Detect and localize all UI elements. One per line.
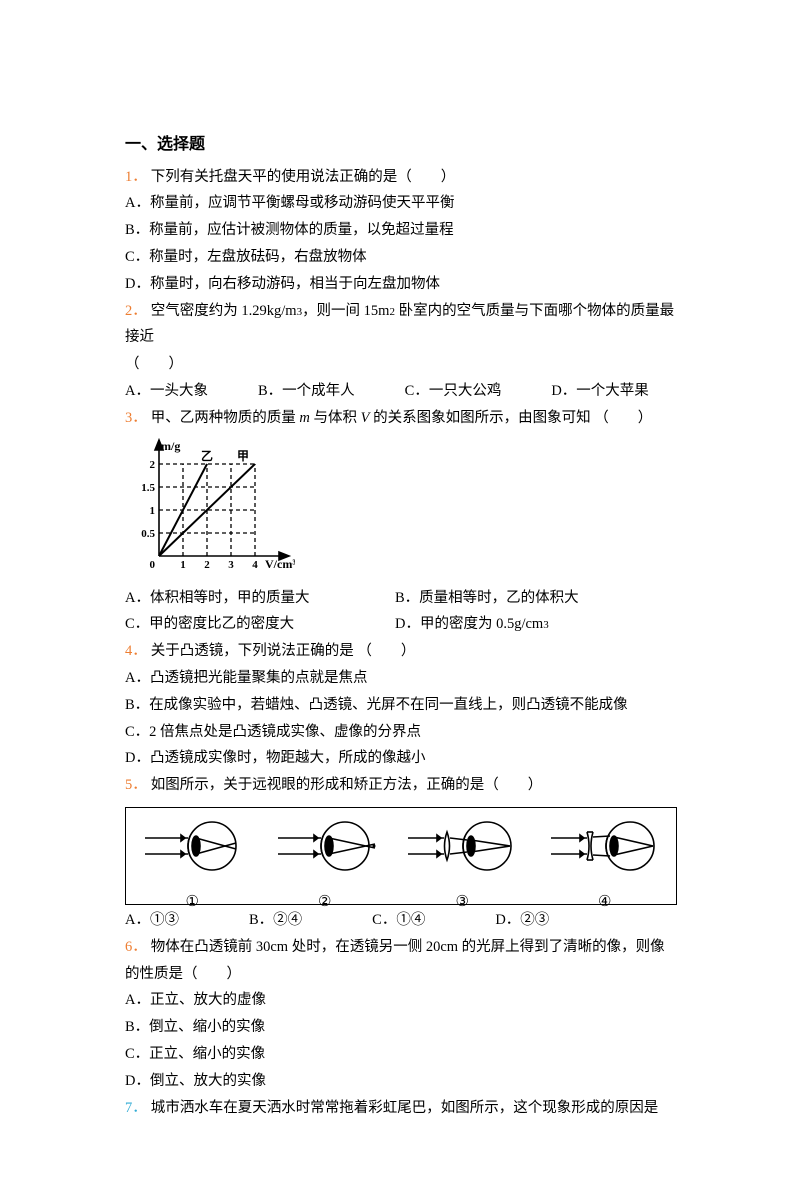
q2-optC: C．一只大公鸡 [405,378,502,405]
q4-optB: B．在成像实验中，若蜡烛、凸透镜、光屏不在同一直线上，则凸透镜不能成像 [125,692,678,719]
q5-optD: D．②③ [495,907,549,934]
q3-stem-b: 与体积 [310,410,361,426]
q1-optD: D．称量时，向右移动游码，相当于向左盘加物体 [125,271,678,298]
q7: 7．城市洒水车在夏天洒水时常常拖着彩虹尾巴，如图所示，这个现象形成的原因是 [125,1095,678,1122]
q3: 3．甲、乙两种物质的质量 m 与体积 V 的关系图象如图所示，由图象可知 （ ） [125,405,678,432]
q3-graph: 0 1 2 3 4 0.5 1 1.5 2 m/g V/cm³ 乙 甲 [125,438,678,583]
section-title: 一、选择题 [125,130,678,160]
q2: 2．空气密度约为 1.29kg/m3，则一间 15m2 卧室内的空气质量与下面哪… [125,298,678,352]
q2-optD: D．一个大苹果 [551,378,648,405]
q4-optC: C．2 倍焦点处是凸透镜成实像、虚像的分界点 [125,719,678,746]
eye-diagram-4: ④ [545,814,665,917]
q2-stem-d: （ ） [125,351,678,378]
q3-optD: D．甲的密度为 0.5g/cm3 [395,611,655,638]
q6-optA: A．正立、放大的虚像 [125,987,678,1014]
svg-text:1: 1 [150,505,156,517]
q4-optA: A．凸透镜把光能量聚集的点就是焦点 [125,665,678,692]
q3-stem-c: 的关系图象如图所示，由图象可知 （ ） [369,410,652,426]
q4-optD: D．凸透镜成实像时，物距越大，所成的像越小 [125,745,678,772]
q7-num: 7． [125,1100,147,1116]
eye4-label: ④ [545,889,665,917]
q2-optB: B．一个成年人 [258,378,355,405]
q5-optB: B．②④ [249,907,302,934]
q5-optC: C．①④ [372,907,425,934]
svg-text:2: 2 [150,459,156,471]
q1-stem: 下列有关托盘天平的使用说法正确的是（ ） [151,169,456,185]
q3-chart-svg: 0 1 2 3 4 0.5 1 1.5 2 m/g V/cm³ 乙 甲 [125,438,295,573]
q1: 1．下列有关托盘天平的使用说法正确的是（ ） [125,164,678,191]
q4-num: 4． [125,643,147,659]
q1-num: 1． [125,169,147,185]
q6-optC: C．正立、缩小的实像 [125,1041,678,1068]
svg-text:甲: 甲 [237,449,249,463]
q2-stem-a: 空气密度约为 1.29kg/m [151,303,297,319]
q2-num: 2． [125,303,147,319]
q5-stem: 如图所示，关于远视眼的形成和矫正方法，正确的是（ ） [151,777,543,793]
q6: 6．物体在凸透镜前 30cm 处时，在透镜另一侧 20cm 的光屏上得到了清晰的… [125,934,678,988]
svg-text:2: 2 [204,559,210,571]
q6-optB: B．倒立、缩小的实像 [125,1014,678,1041]
q6-stem: 物体在凸透镜前 30cm 处时，在透镜另一侧 20cm 的光屏上得到了清晰的像，… [125,939,665,982]
q1-optC: C．称量时，左盘放砝码，右盘放物体 [125,244,678,271]
svg-text:m/g: m/g [161,439,180,453]
q3-optA: A．体积相等时，甲的质量大 [125,585,385,612]
q2-stem-b: ，则一间 15m [302,303,389,319]
svg-text:4: 4 [252,559,258,571]
q6-optD: D．倒立、放大的实像 [125,1068,678,1095]
q3-options: A．体积相等时，甲的质量大 B．质量相等时，乙的体积大 C．甲的密度比乙的密度大… [125,585,678,639]
q7-stem: 城市洒水车在夏天洒水时常常拖着彩虹尾巴，如图所示，这个现象形成的原因是 [151,1100,659,1116]
q6-num: 6． [125,939,147,955]
svg-text:V/cm³: V/cm³ [265,557,295,571]
q3-num: 3． [125,410,147,426]
q5-optA: A．①③ [125,907,179,934]
exam-page: 一、选择题 1．下列有关托盘天平的使用说法正确的是（ ） A．称量前，应调节平衡… [0,0,793,1182]
q2-optA: A．一头大象 [125,378,208,405]
q1-optB: B．称量前，应估计被测物体的质量，以免超过量程 [125,217,678,244]
svg-text:0: 0 [150,559,156,571]
eye-diagram-2: ② [270,814,380,917]
q4: 4．关于凸透镜，下列说法正确的是 （ ） [125,638,678,665]
q3-optC: C．甲的密度比乙的密度大 [125,611,385,638]
q3-optB: B．质量相等时，乙的体积大 [395,585,655,612]
eye-diagram-3: ③ [402,814,522,917]
svg-text:1.5: 1.5 [141,482,155,494]
eye-diagram-1: ① [137,814,247,917]
q4-stem: 关于凸透镜，下列说法正确的是 （ ） [151,643,416,659]
q5-num: 5． [125,777,147,793]
q3-stem-a: 甲、乙两种物质的质量 [151,410,300,426]
q1-optA: A．称量前，应调节平衡螺母或移动游码使天平平衡 [125,190,678,217]
q5: 5．如图所示，关于远视眼的形成和矫正方法，正确的是（ ） [125,772,678,799]
svg-text:乙: 乙 [201,449,213,463]
svg-text:1: 1 [180,559,186,571]
svg-text:3: 3 [228,559,234,571]
q5-diagram: ① ② [125,807,677,905]
q3-m: m [299,410,309,426]
q2-options: A．一头大象 B．一个成年人 C．一只大公鸡 D．一个大苹果 [125,378,678,405]
svg-text:0.5: 0.5 [141,528,155,540]
